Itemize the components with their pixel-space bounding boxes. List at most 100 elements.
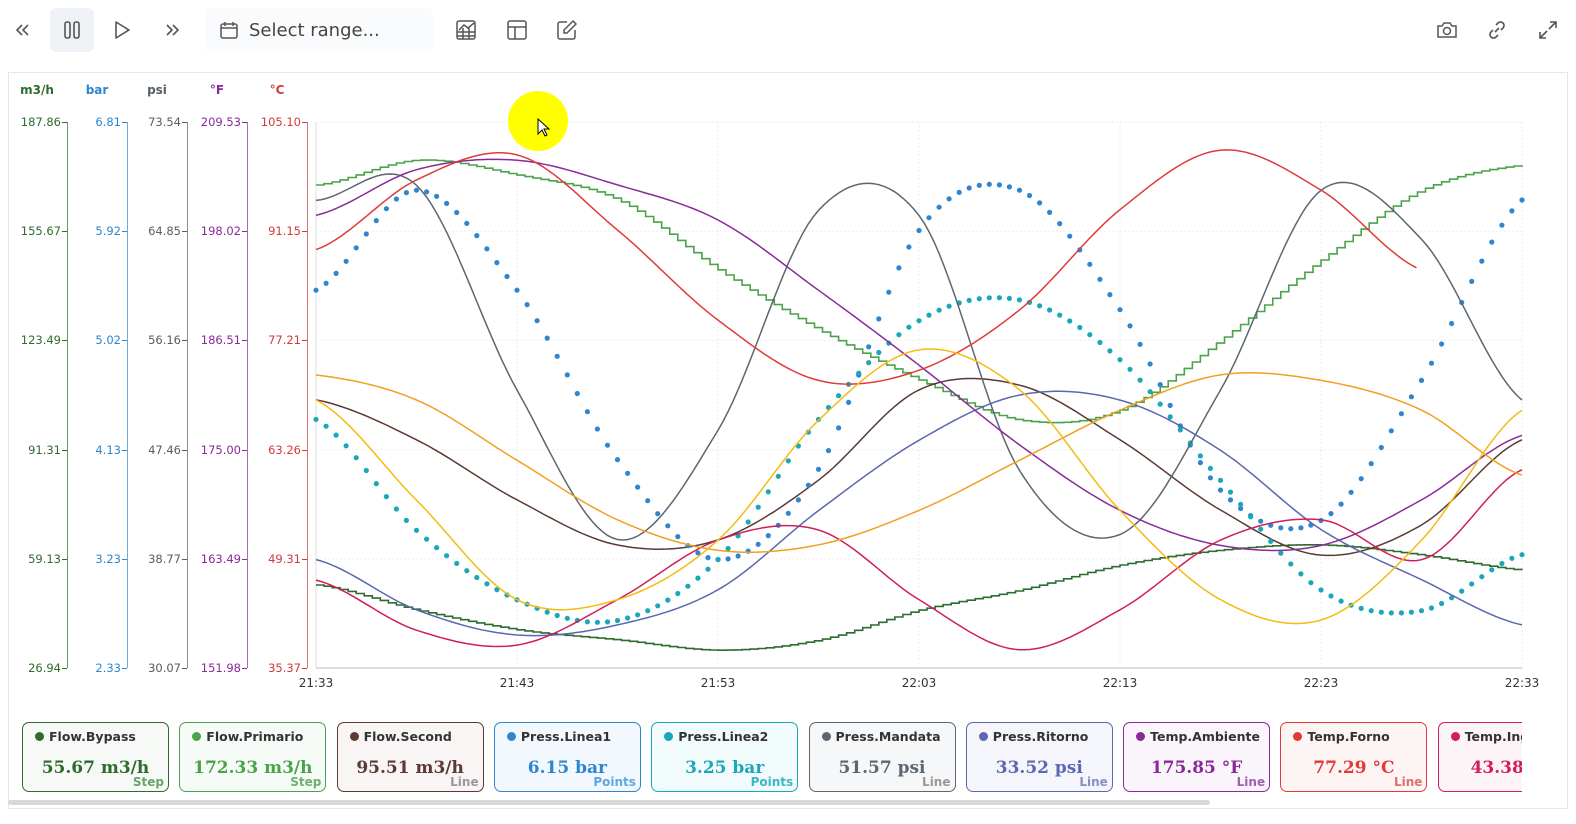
flow-primario-line xyxy=(316,159,1523,424)
axis-tick-label: 6.81 xyxy=(95,115,121,129)
legend-card[interactable]: Flow.Second 95.51 m3/h Line xyxy=(336,722,484,792)
press-linea2-point xyxy=(896,332,902,338)
axis-tick-mark xyxy=(62,449,67,451)
legend-name-text: Press.Linea2 xyxy=(678,729,769,744)
press-linea1-point xyxy=(735,553,741,559)
axis-tick-label: 2.33 xyxy=(95,661,121,675)
table-button[interactable] xyxy=(495,8,539,52)
press-linea2-point xyxy=(785,458,791,464)
press-linea2-point xyxy=(856,370,862,376)
forward-button[interactable] xyxy=(151,8,195,52)
axis-tick-mark xyxy=(302,340,307,342)
x-tick-label: 21:43 xyxy=(499,676,535,690)
axis-line xyxy=(247,122,248,668)
press-linea2-point xyxy=(1408,609,1414,615)
select-range-button[interactable]: Select range... xyxy=(205,8,433,52)
press-linea1-point xyxy=(755,541,761,547)
legend-card[interactable]: Temp.Forno 77.29 °C Line xyxy=(1280,722,1428,792)
x-tick-label: 21:33 xyxy=(298,676,334,690)
legend-card[interactable]: Temp.Ambiente 175.85 °F Line xyxy=(1123,722,1271,792)
press-linea2-point xyxy=(1097,339,1103,346)
axis-tick-label: 38.77 xyxy=(148,551,181,566)
legend-card[interactable]: Press.Ritorno 33.52 psi Line xyxy=(965,722,1113,792)
press-linea1-point xyxy=(1037,200,1043,206)
legend-value: 51.57 psi xyxy=(838,758,926,778)
press-linea2-point xyxy=(1107,348,1113,354)
press-linea1-point xyxy=(313,287,319,293)
legend-card[interactable]: Press.Mandata 51.57 psi Line xyxy=(808,722,956,792)
link-button[interactable] xyxy=(1475,8,1519,52)
axis-tick-label: 209.53 xyxy=(200,115,241,129)
press-linea2-point xyxy=(1147,389,1153,395)
press-linea1-point xyxy=(1338,501,1344,507)
x-tick-label: 22:33 xyxy=(1504,676,1540,690)
series-color-dot xyxy=(349,732,359,741)
chart-plot[interactable] xyxy=(0,0,1576,700)
axis-tick-label: 73.54 xyxy=(148,115,181,129)
legend-mode: Line xyxy=(1393,775,1423,789)
press-linea2-point xyxy=(1479,574,1485,580)
press-ritorno-line xyxy=(315,390,1523,637)
press-linea1-point xyxy=(544,335,550,341)
legend-card[interactable]: Press.Linea2 3.25 bar Points xyxy=(651,722,799,792)
press-linea1-point xyxy=(1288,526,1294,532)
press-linea1-point xyxy=(1258,518,1264,524)
legend-value: 55.67 m3/h xyxy=(41,758,150,778)
axis-tick-mark xyxy=(182,668,187,669)
legend-name-text: Temp.Ambiente xyxy=(1150,729,1260,744)
press-linea1-point xyxy=(866,344,872,350)
legend-mode: Step xyxy=(132,775,164,789)
axis-tick-mark xyxy=(242,668,247,669)
legend-value: 3.25 bar xyxy=(685,758,765,778)
play-button[interactable] xyxy=(100,8,144,52)
legend-name-text: Flow.Second xyxy=(363,729,452,744)
chart-table-button[interactable] xyxy=(444,8,488,52)
press-linea2-point xyxy=(1258,526,1264,532)
press-linea2-point xyxy=(675,590,681,597)
press-linea2-point xyxy=(1418,608,1425,614)
press-linea1-point xyxy=(665,523,671,529)
press-linea1-point xyxy=(1469,278,1475,284)
legend-mode: Line xyxy=(922,775,951,789)
press-linea2-point xyxy=(926,312,932,318)
press-linea1-point xyxy=(444,200,450,206)
series-color-dot xyxy=(192,732,202,741)
legend-card[interactable]: Flow.Bypass 55.67 m3/h Step xyxy=(22,722,169,792)
press-linea1-point xyxy=(1348,489,1354,495)
expand-button[interactable] xyxy=(1526,8,1570,52)
legend-mode: Step xyxy=(290,775,322,789)
axis-tick-mark xyxy=(62,231,67,233)
press-linea2-point xyxy=(1308,580,1314,586)
legend-card[interactable]: Temp.Ingr 43.38 °C Line xyxy=(1437,722,1522,792)
legend-name-text: Temp.Forno xyxy=(1307,729,1390,744)
press-linea1-point xyxy=(1207,475,1213,481)
axis-tick-label: 91.31 xyxy=(28,442,61,457)
press-linea2-point xyxy=(544,609,550,615)
series-color-dot xyxy=(821,732,831,741)
press-linea1-point xyxy=(876,316,882,322)
press-linea1-point xyxy=(956,189,962,195)
screenshot-button[interactable] xyxy=(1425,8,1469,52)
press-linea1-point xyxy=(1217,487,1224,493)
press-linea1-point xyxy=(785,510,791,516)
rewind-button[interactable] xyxy=(0,8,44,52)
press-linea1-point xyxy=(323,280,329,286)
press-linea2-point xyxy=(1157,401,1163,407)
series-10-line xyxy=(315,372,1523,553)
edit-button[interactable] xyxy=(545,8,589,52)
press-linea2-point xyxy=(1047,307,1053,313)
legend-card[interactable]: Flow.Primario 172.33 m3/h Step xyxy=(179,722,327,792)
legend-scrollbar[interactable] xyxy=(8,800,1210,805)
press-linea1-point xyxy=(474,233,480,239)
axis-tick-mark xyxy=(122,231,127,233)
pause-button[interactable] xyxy=(50,8,94,52)
press-linea2-point xyxy=(986,295,992,301)
pause-icon xyxy=(64,21,80,39)
press-linea2-point xyxy=(1499,560,1505,567)
series-color-dot xyxy=(506,732,516,741)
press-linea1-point xyxy=(805,482,812,488)
legend-value: 77.29 °C xyxy=(1313,758,1395,778)
press-linea1-point xyxy=(1227,497,1234,503)
legend-card[interactable]: Press.Linea1 6.15 bar Points xyxy=(493,722,641,792)
axis-tick-label: 91.15 xyxy=(268,224,301,239)
